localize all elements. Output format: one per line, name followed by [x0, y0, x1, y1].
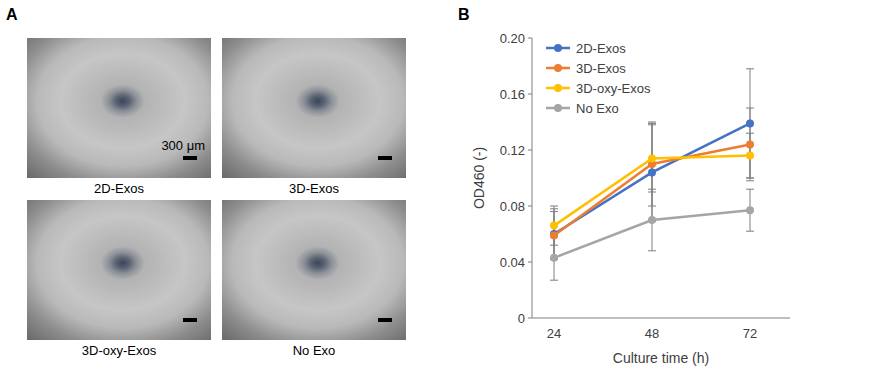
micrograph	[222, 38, 406, 178]
data-point	[746, 119, 754, 127]
x-axis-label: Culture time (h)	[613, 350, 709, 366]
scale-bar	[183, 318, 197, 322]
y-tick	[528, 94, 532, 95]
error-bar	[746, 189, 754, 231]
data-point	[550, 222, 558, 230]
scale-bar	[378, 156, 392, 160]
image-caption: No Exo	[293, 343, 336, 358]
error-bar	[746, 69, 754, 178]
data-point	[746, 140, 754, 148]
y-tick-label: 0.16	[500, 87, 525, 102]
scale-bar-label: 300 μm	[161, 138, 205, 153]
panel-label: B	[458, 6, 470, 23]
plot-data	[550, 69, 754, 280]
series-line	[554, 210, 750, 258]
micrograph	[27, 38, 211, 178]
y-tick	[528, 206, 532, 207]
legend-label: No Exo	[576, 101, 619, 116]
figure: A B 300 μm 2D-Exos 3D-Exos 3D-oxy-Exos No Exo 0…	[0, 0, 875, 373]
image-caption: 3D-Exos	[289, 181, 339, 196]
x-tick-label: 24	[547, 326, 561, 341]
panel-label: A	[6, 6, 18, 23]
legend-marker	[554, 64, 562, 72]
y-tick	[528, 38, 532, 39]
y-tick	[528, 318, 532, 319]
scale-bar	[183, 156, 197, 160]
y-tick	[528, 150, 532, 151]
figure-root: A B 300 μm 2D-Exos 3D-Exos 3D-oxy-Exos No Exo 0…	[0, 0, 875, 373]
series-line	[554, 123, 750, 234]
y-tick	[528, 262, 532, 263]
image-caption: 2D-Exos	[94, 181, 144, 196]
data-point	[746, 206, 754, 214]
micrograph	[222, 200, 406, 340]
error-bar	[550, 235, 558, 280]
data-point	[648, 154, 656, 162]
legend-marker	[554, 44, 562, 52]
data-point	[550, 254, 558, 262]
legend-label: 3D-oxy-Exos	[576, 81, 651, 96]
y-tick-label: 0.08	[500, 199, 525, 214]
series-line	[554, 144, 750, 235]
x-tick-label: 72	[743, 326, 757, 341]
legend-label: 3D-Exos	[576, 61, 626, 76]
image-caption: 3D-oxy-Exos	[82, 343, 157, 358]
error-bar	[648, 125, 656, 192]
legend-marker	[554, 104, 562, 112]
legend: 2D-Exos 3D-Exos 3D-oxy-Exos No Exo	[546, 41, 651, 116]
error-bar	[550, 206, 558, 245]
data-point	[550, 231, 558, 239]
scale-bar	[378, 318, 392, 322]
data-point	[746, 152, 754, 160]
y-tick-label: 0.12	[500, 143, 525, 158]
legend-label: 2D-Exos	[576, 41, 626, 56]
y-axis-label: OD460 (-)	[471, 147, 487, 209]
data-point	[648, 216, 656, 224]
legend-marker	[554, 84, 562, 92]
x-axis	[532, 318, 790, 319]
x-tick-label: 48	[645, 326, 659, 341]
y-tick-label: 0.20	[500, 31, 525, 46]
error-bar	[746, 133, 754, 178]
y-tick-label: 0	[518, 311, 525, 326]
series-line	[554, 156, 750, 226]
error-bar	[648, 189, 656, 251]
data-point	[648, 168, 656, 176]
y-tick-label: 0.04	[500, 255, 525, 270]
micrograph	[27, 200, 211, 340]
y-axis	[532, 38, 533, 318]
error-bar	[746, 108, 754, 181]
